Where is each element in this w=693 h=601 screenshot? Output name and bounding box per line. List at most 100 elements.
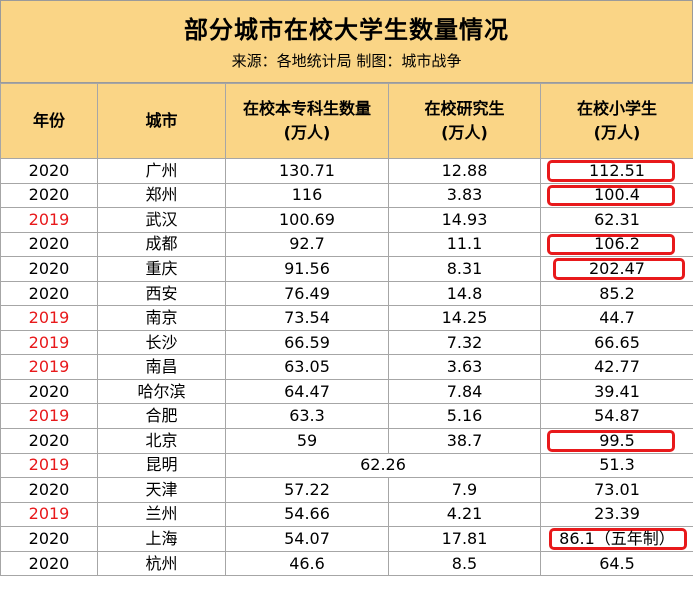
cell-undergrad: 130.71 [225,158,389,184]
cell-grad: 12.88 [388,158,541,184]
source-subtitle: 来源：各地统计局 制图：城市战争 [231,52,462,70]
cell-primary-value: 64.5 [599,553,635,573]
cell-undergrad: 76.49 [225,280,389,307]
cell-city: 哈尔滨 [97,378,226,405]
cell-undergrad: 63.05 [225,354,389,380]
cell-year: 2019 [0,403,98,430]
cell-grad: 14.8 [388,280,541,307]
cell-city: 杭州 [97,550,226,577]
cell-primary-value: 85.2 [599,283,635,303]
title-block: 部分城市在校大学生数量情况 来源：各地统计局 制图：城市战争 [0,0,693,83]
cell-undergrad: 66.59 [225,329,389,356]
table-row: 2020 哈尔滨 64.47 7.84 39.41 [0,378,693,405]
cell-grad: 38.7 [388,428,541,454]
cell-grad: 8.31 [388,256,541,282]
cell-undergrad: 64.47 [225,378,389,405]
table-row: 2020 成都 92.7 11.1 106.2 [0,231,693,258]
table-row: 2019 兰州 54.66 4.21 23.39 [0,501,693,528]
cell-city: 成都 [97,231,226,258]
cell-grad: 3.63 [388,354,541,380]
table-row: 2019 合肥 63.3 5.16 54.87 [0,403,693,430]
cell-primary: 99.5 [540,428,693,454]
cell-city: 南昌 [97,354,226,380]
cell-year: 2020 [0,280,98,307]
cell-city: 重庆 [97,256,226,282]
cell-city: 上海 [97,526,226,552]
cell-combined-students: 62.26 [225,452,541,479]
table-row: 2020 西安 76.49 14.8 85.2 [0,280,693,307]
cell-primary: 112.51 [540,158,693,184]
table-row: 2019 武汉 100.69 14.93 62.31 [0,207,693,233]
cell-primary-value: 39.41 [594,381,640,401]
cell-primary-value: 106.2 [594,234,640,254]
cell-year: 2020 [0,182,98,209]
cell-year: 2020 [0,256,98,282]
cell-primary-value: 66.65 [594,332,640,352]
cell-primary: 39.41 [540,378,693,405]
table-row: 2020 上海 54.07 17.81 86.1（五年制） [0,526,693,552]
cell-grad: 5.16 [388,403,541,430]
cell-grad: 11.1 [388,231,541,258]
cell-primary: 44.7 [540,305,693,331]
cell-grad: 17.81 [388,526,541,552]
cell-primary: 42.77 [540,354,693,380]
cell-grad: 14.93 [388,207,541,233]
cell-primary-value: 100.4 [594,185,640,205]
cell-year: 2019 [0,329,98,356]
header-primary-line2: (万人) [593,123,641,142]
cell-primary-value: 99.5 [599,430,635,450]
header-year: 年份 [0,83,98,159]
cell-year: 2019 [0,501,98,528]
cell-primary: 51.3 [540,452,693,479]
cell-primary-value: 44.7 [599,308,635,328]
header-grad-line1: 在校研究生 [424,99,505,118]
table-row: 2019 长沙 66.59 7.32 66.65 [0,329,693,356]
cell-undergrad: 116 [225,182,389,209]
cell-city: 天津 [97,477,226,503]
cell-primary: 64.5 [540,550,693,577]
cell-undergrad: 54.07 [225,526,389,552]
cell-primary: 54.87 [540,403,693,430]
cell-grad: 7.84 [388,378,541,405]
cell-primary: 86.1（五年制） [540,526,693,552]
page-title: 部分城市在校大学生数量情况 [184,16,509,44]
table-row: 2020 北京 59 38.7 99.5 [0,428,693,454]
header-primary-line1: 在校小学生 [576,99,657,118]
table-body: 2020 广州 130.71 12.88 112.51 2020 郑州 116 3.83 100.… [0,158,693,577]
cell-primary: 85.2 [540,280,693,307]
header-grad: 在校研究生 (万人) [388,83,541,159]
cell-primary-value: 202.47 [589,258,645,278]
header-primary: 在校小学生 (万人) [540,83,693,159]
cell-primary: 73.01 [540,477,693,503]
cell-primary-value: 86.1（五年制） [559,528,675,548]
table-row: 2019 南昌 63.05 3.63 42.77 [0,354,693,380]
cell-primary-value: 54.87 [594,406,640,426]
cell-year: 2019 [0,452,98,479]
header-undergrad-line2: (万人) [283,123,331,142]
cell-year: 2019 [0,207,98,233]
cell-undergrad: 92.7 [225,231,389,258]
table-row: 2019 南京 73.54 14.25 44.7 [0,305,693,331]
cell-primary-value: 62.31 [594,209,640,229]
cell-primary: 23.39 [540,501,693,528]
cell-grad: 7.9 [388,477,541,503]
cell-year: 2020 [0,477,98,503]
cell-undergrad: 63.3 [225,403,389,430]
cell-city: 兰州 [97,501,226,528]
table-header-row: 年份 城市 在校本专科生数量 (万人) 在校研究生 (万人) 在校小学生 (万人… [0,83,693,159]
table-row: 2019 昆明 62.26 51.3 [0,452,693,479]
cell-primary-value: 51.3 [599,455,635,475]
cell-undergrad: 46.6 [225,550,389,577]
cell-city: 郑州 [97,182,226,209]
cell-grad: 7.32 [388,329,541,356]
cell-city: 西安 [97,280,226,307]
table-row: 2020 郑州 116 3.83 100.4 [0,182,693,209]
cell-primary: 100.4 [540,182,693,209]
data-table: 年份 城市 在校本专科生数量 (万人) 在校研究生 (万人) 在校小学生 (万人… [0,83,693,577]
cell-year: 2020 [0,428,98,454]
cell-undergrad: 73.54 [225,305,389,331]
cell-undergrad: 57.22 [225,477,389,503]
cell-year: 2020 [0,378,98,405]
cell-grad: 8.5 [388,550,541,577]
cell-year: 2019 [0,305,98,331]
